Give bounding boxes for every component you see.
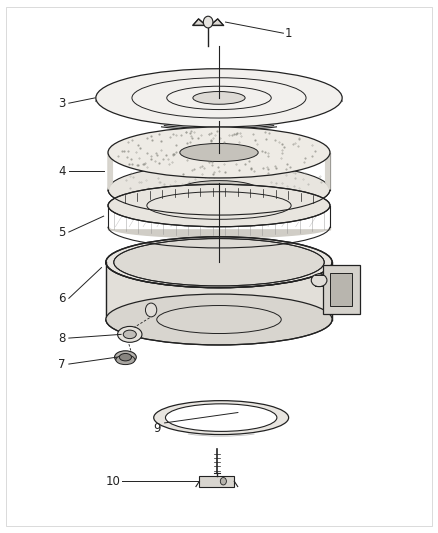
- Ellipse shape: [117, 326, 142, 342]
- Polygon shape: [106, 262, 332, 319]
- Text: 4: 4: [58, 165, 65, 177]
- Ellipse shape: [180, 143, 258, 161]
- Ellipse shape: [96, 69, 342, 127]
- FancyBboxPatch shape: [330, 273, 352, 306]
- Polygon shape: [325, 145, 330, 190]
- Circle shape: [145, 303, 157, 317]
- Circle shape: [203, 16, 213, 28]
- Text: 5: 5: [58, 225, 65, 239]
- Ellipse shape: [116, 355, 135, 365]
- Ellipse shape: [311, 274, 327, 287]
- Circle shape: [220, 478, 226, 485]
- Ellipse shape: [180, 181, 258, 199]
- Ellipse shape: [123, 330, 136, 338]
- Text: 1: 1: [284, 27, 292, 39]
- Text: 8: 8: [58, 332, 65, 344]
- Ellipse shape: [166, 404, 277, 431]
- Ellipse shape: [108, 164, 330, 215]
- Ellipse shape: [193, 92, 245, 104]
- Polygon shape: [193, 19, 205, 25]
- Ellipse shape: [106, 237, 332, 288]
- Text: 10: 10: [106, 475, 121, 488]
- Text: 7: 7: [58, 358, 65, 370]
- Ellipse shape: [115, 351, 136, 364]
- FancyBboxPatch shape: [323, 265, 360, 314]
- Text: 3: 3: [58, 96, 65, 110]
- Ellipse shape: [106, 294, 332, 345]
- Ellipse shape: [154, 401, 289, 434]
- Text: 6: 6: [58, 292, 65, 305]
- Ellipse shape: [119, 353, 131, 361]
- Ellipse shape: [108, 184, 330, 227]
- Text: 9: 9: [154, 422, 161, 435]
- Ellipse shape: [114, 239, 324, 286]
- Polygon shape: [108, 145, 113, 190]
- Ellipse shape: [108, 127, 330, 178]
- Polygon shape: [199, 476, 234, 487]
- Polygon shape: [212, 19, 223, 25]
